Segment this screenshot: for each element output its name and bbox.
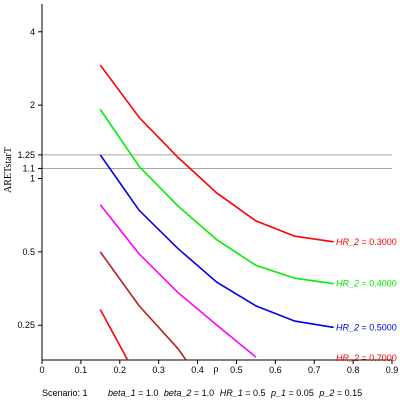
x-tick-label: 0.1 (75, 365, 88, 375)
x-axis-title: ρ (214, 364, 219, 375)
series-label-name: HR_2 (336, 322, 359, 332)
y-tick-label: 4 (30, 27, 35, 37)
x-tick-label: 0.2 (114, 365, 127, 375)
series-label-value: = 0.3000 (359, 237, 397, 247)
series-label-value: = 0.7000 (359, 353, 397, 363)
series-line (99, 309, 129, 360)
caption-p-2-value: = 0.15 (334, 388, 362, 398)
caption-p-2-label: p_2 (318, 388, 334, 398)
y-tick-label: 2 (30, 100, 35, 110)
series-label-value: = 0.4000 (359, 279, 397, 289)
series-end-label: HR_2 = 0.3000 (336, 237, 397, 247)
caption-hr-1-label: HR_1 (220, 388, 243, 398)
x-tick-label: 0.3 (152, 365, 165, 375)
series-line (99, 204, 257, 358)
x-tick-label: 0.9 (386, 365, 399, 375)
caption-scenario: Scenario: 1 (42, 388, 88, 398)
series-label-value: = 0.5000 (359, 322, 397, 332)
series-line (99, 109, 334, 285)
caption-line: Scenario: 1 beta_1 = 1.0 beta_2 = 1.0 HR… (42, 388, 362, 398)
caption-hr-1-value: = 0.5 (243, 388, 266, 398)
series-end-label: HR_2 = 0.4000 (336, 279, 397, 289)
series-label-name: HR_2 (336, 353, 359, 363)
y-tick-label: 1.1 (22, 163, 35, 173)
y-tick-label: 1 (30, 173, 35, 183)
x-tick-label: 0.4 (191, 365, 204, 375)
x-tick-label: 0 (39, 365, 44, 375)
y-tick-label: 0.5 (22, 247, 35, 257)
x-tick-label: 0.6 (269, 365, 282, 375)
series-line (99, 64, 334, 243)
x-tick-label: 0.5 (230, 365, 243, 375)
caption-beta-1-value: = 1.0 (136, 388, 159, 398)
caption-p-1-label: p_1 (270, 388, 286, 398)
series-line (99, 251, 187, 360)
series-end-label: HR_2 = 0.5000 (336, 322, 397, 332)
series-label-name: HR_2 (336, 279, 359, 289)
series-line (99, 154, 334, 329)
series-end-label: HR_2 = 0.7000 (336, 353, 397, 363)
series-label-name: HR_2 (336, 237, 359, 247)
x-tick-label: 0.7 (308, 365, 321, 375)
y-tick-label: 1.25 (17, 150, 35, 160)
y-tick-label: 0.25 (17, 320, 35, 330)
caption-beta-1-label: beta_1 (108, 388, 136, 398)
caption-beta-2-value: = 1.0 (191, 388, 214, 398)
caption-p-1-value: = 0.05 (286, 388, 314, 398)
caption-beta-2-label: beta_2 (164, 388, 192, 398)
x-tick-label: 0.8 (347, 365, 360, 375)
y-axis-title: ARETstarT (3, 147, 14, 193)
